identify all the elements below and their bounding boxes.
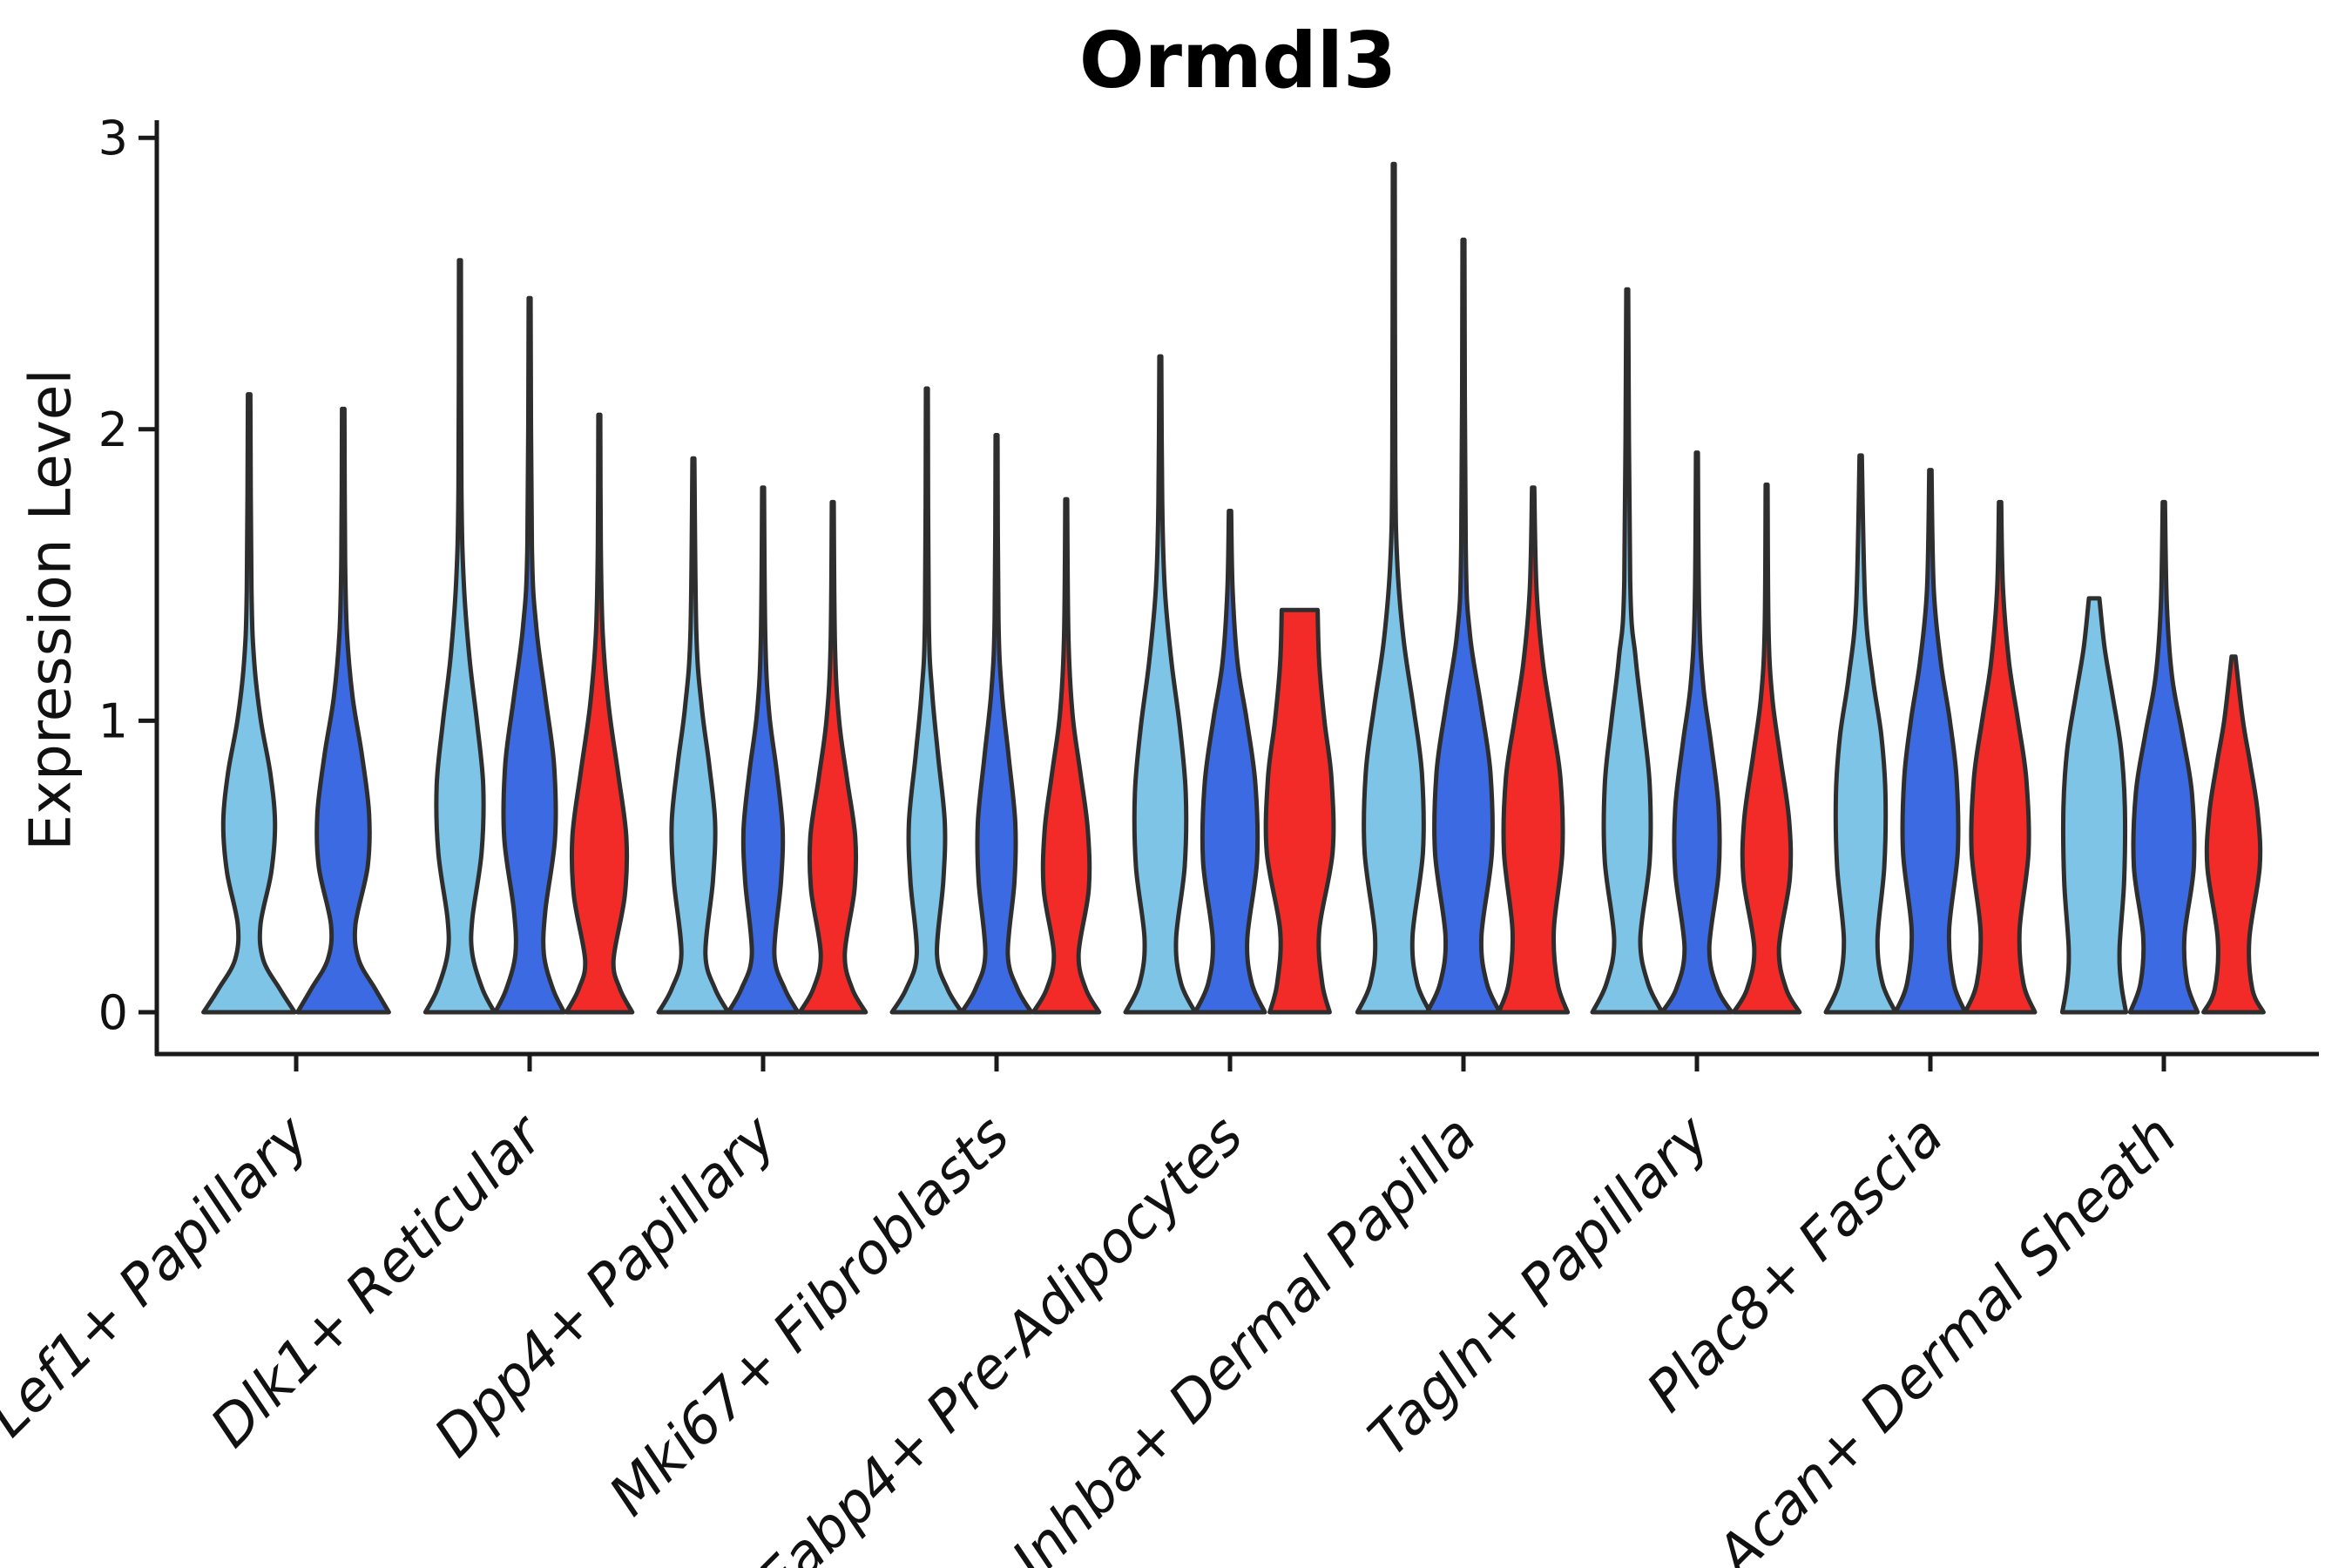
violin-lef1-papillary-split-2 — [295, 406, 391, 1015]
violin-acan-dermal-sheath-split-1 — [2059, 596, 2129, 1015]
violin-dlk1-reticular-split-1 — [422, 258, 497, 1015]
x-tick-label-acan-dermal-sheath: Acan+ Dermal Sheath — [1702, 1104, 2189, 1568]
violin-plac8-fascia-split-1 — [1823, 453, 1898, 1015]
violin-lef1-papillary-split-1 — [201, 392, 297, 1015]
violin-dpp4-papillary-split-1 — [656, 456, 731, 1015]
violin-inhba-dermal-papilla-split-2 — [1424, 237, 1503, 1015]
y-axis-label: Expression Level — [17, 368, 84, 851]
violin-tagln-papillary-split-2 — [1659, 450, 1734, 1015]
x-tick-label-mki67-fibroblasts: Mki67+ Fibroblasts — [598, 1104, 1023, 1529]
y-tick-label-3: 3 — [98, 111, 128, 166]
x-tick-label-inhba-dermal-papilla: Inhba+ Dermal Papilla — [1000, 1104, 1489, 1568]
violin-inhba-dermal-papilla-split-1 — [1355, 161, 1433, 1015]
y-tick-label-0: 0 — [98, 985, 128, 1040]
violin-mki67-fibroblasts-split-3 — [1031, 497, 1102, 1015]
violin-inhba-dermal-papilla-split-3 — [1496, 485, 1571, 1015]
violin-fabp4-pre-adipocytes-split-1 — [1123, 354, 1198, 1015]
violin-dlk1-reticular-split-2 — [492, 295, 567, 1015]
violin-mki67-fibroblasts-split-2 — [959, 433, 1034, 1015]
violin-fabp4-pre-adipocytes-split-2 — [1193, 509, 1267, 1015]
violin-tagln-papillary-split-3 — [1731, 482, 1802, 1015]
violin-plac8-fascia-split-3 — [1963, 499, 2038, 1015]
violin-acan-dermal-sheath-split-3 — [2201, 654, 2266, 1015]
violin-dpp4-papillary-split-3 — [797, 499, 868, 1015]
violin-dlk1-reticular-split-3 — [564, 412, 635, 1015]
y-tick-label-1: 1 — [98, 693, 128, 748]
violin-acan-dermal-sheath-split-2 — [2127, 499, 2200, 1015]
violin-plac8-fascia-split-2 — [1893, 468, 1968, 1015]
y-tick-label-2: 2 — [98, 402, 128, 457]
chart-title: Ormdl3 — [1078, 16, 1397, 105]
violin-dpp4-papillary-split-2 — [726, 485, 801, 1015]
violin-fabp4-pre-adipocytes-split-3 — [1263, 607, 1336, 1015]
violin-tagln-papillary-split-1 — [1590, 287, 1665, 1015]
violin-mki67-fibroblasts-split-1 — [889, 386, 964, 1015]
